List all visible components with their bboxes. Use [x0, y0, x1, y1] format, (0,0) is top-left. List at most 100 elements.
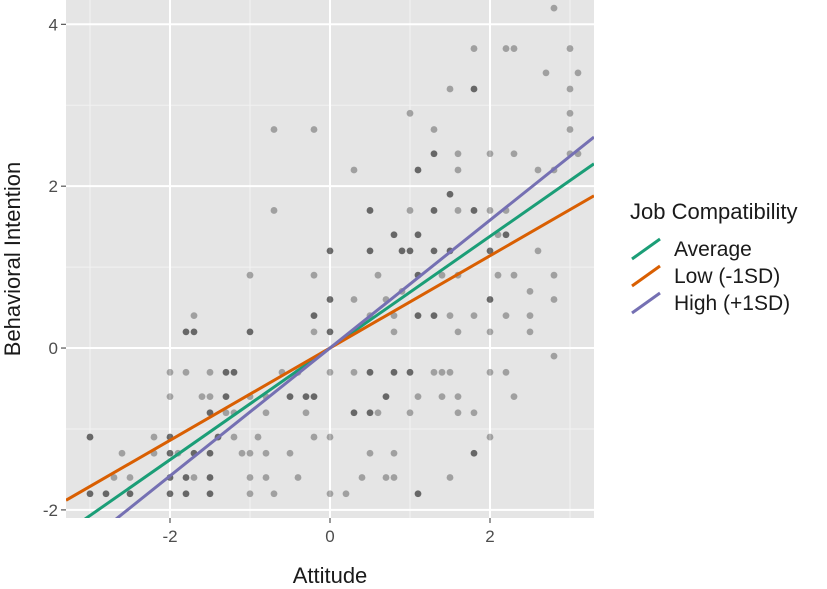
data-point — [430, 247, 438, 255]
data-point — [222, 409, 230, 417]
data-point — [206, 474, 214, 481]
data-point — [206, 449, 214, 457]
data-point — [310, 433, 318, 441]
data-point — [510, 45, 518, 52]
data-point — [110, 474, 118, 481]
data-point — [366, 207, 374, 214]
data-point — [502, 368, 510, 376]
data-point — [486, 368, 494, 376]
data-point — [406, 409, 414, 417]
data-point — [286, 449, 294, 457]
legend: Job Compatibility Average Low (-1SD) High … — [630, 199, 798, 315]
data-point — [446, 85, 454, 93]
data-point — [430, 126, 438, 133]
data-point — [246, 271, 254, 279]
data-point — [454, 207, 462, 214]
data-point — [358, 474, 366, 481]
x-tick-label: 2 — [485, 527, 494, 546]
data-point — [526, 312, 534, 320]
data-point — [446, 368, 454, 376]
data-point — [510, 271, 518, 279]
data-point — [406, 368, 414, 376]
data-point — [390, 368, 398, 376]
data-point — [510, 150, 518, 158]
data-point — [502, 45, 510, 52]
data-point — [542, 69, 550, 77]
data-point — [294, 474, 302, 481]
data-point — [190, 474, 198, 481]
data-point — [390, 474, 398, 481]
data-point — [166, 368, 174, 376]
legend-title: Job Compatibility — [630, 199, 798, 224]
data-point — [566, 126, 574, 133]
data-point — [502, 231, 510, 239]
data-point — [310, 271, 318, 279]
data-point — [310, 328, 318, 336]
data-point — [566, 45, 574, 52]
data-point — [366, 247, 374, 255]
data-point — [126, 474, 134, 481]
data-point — [222, 368, 230, 376]
x-axis-ticks: -2 0 2 — [162, 518, 495, 546]
data-point — [414, 312, 422, 320]
data-point — [350, 166, 358, 174]
data-point — [454, 393, 462, 400]
data-point — [182, 474, 190, 481]
data-point — [206, 393, 214, 400]
data-point — [86, 433, 94, 441]
y-tick-label: 2 — [49, 177, 58, 196]
data-point — [454, 150, 462, 158]
data-point — [310, 126, 318, 133]
grid-major — [66, 0, 594, 518]
data-point — [430, 312, 438, 320]
data-point — [366, 449, 374, 457]
data-point — [414, 231, 422, 239]
legend-key — [631, 237, 661, 261]
data-point — [550, 271, 558, 279]
data-point — [262, 474, 270, 481]
data-point — [486, 328, 494, 336]
y-tick-label: -2 — [43, 501, 58, 520]
data-point — [534, 166, 542, 174]
data-point — [438, 393, 446, 400]
data-point — [182, 490, 190, 498]
data-point — [550, 4, 558, 12]
data-point — [246, 449, 254, 457]
data-point — [302, 409, 310, 417]
data-point — [470, 207, 478, 214]
data-point — [374, 409, 382, 417]
data-point — [230, 368, 238, 376]
data-point — [366, 409, 374, 417]
data-point — [398, 247, 406, 255]
y-tick-label: 4 — [49, 15, 58, 34]
data-point — [190, 328, 198, 336]
data-point — [246, 328, 254, 336]
data-point — [350, 296, 358, 303]
data-point — [102, 490, 110, 498]
data-point — [438, 271, 446, 279]
data-point — [566, 85, 574, 93]
data-point — [494, 271, 502, 279]
data-point — [438, 368, 446, 376]
data-point — [222, 393, 230, 400]
data-point — [198, 393, 206, 400]
legend-label: Average — [674, 238, 752, 261]
data-point — [406, 247, 414, 255]
data-point — [374, 271, 382, 279]
data-point — [390, 231, 398, 239]
y-tick-label: 0 — [49, 339, 58, 358]
data-point — [310, 393, 318, 400]
data-point — [262, 409, 270, 417]
data-point — [342, 490, 350, 498]
data-point — [390, 312, 398, 320]
data-point — [206, 490, 214, 498]
data-point — [566, 109, 574, 117]
data-point — [470, 409, 478, 417]
data-point — [126, 490, 134, 498]
data-point — [382, 474, 390, 481]
data-point — [430, 150, 438, 158]
data-point — [470, 312, 478, 320]
data-point — [446, 190, 454, 198]
data-point — [454, 409, 462, 417]
data-point — [366, 368, 374, 376]
